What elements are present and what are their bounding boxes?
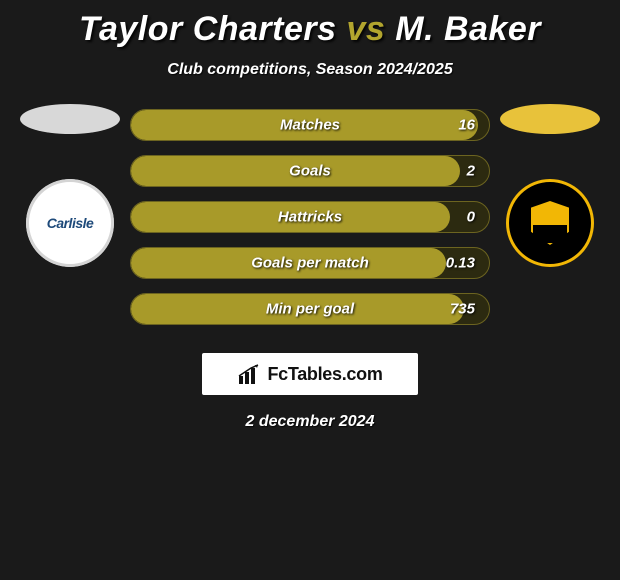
- stat-pill: Goals per match 0.13: [130, 247, 490, 279]
- right-side: [490, 109, 610, 267]
- right-club-badge: [506, 179, 594, 267]
- comparison-title: Taylor Charters vs M. Baker: [0, 0, 620, 49]
- stat-pill: Hattricks 0: [130, 201, 490, 233]
- stat-pill: Min per goal 735: [130, 293, 490, 325]
- snapshot-date: 2 december 2024: [0, 413, 620, 431]
- left-side: Carlisle: [10, 109, 130, 267]
- stat-value: 0: [467, 209, 475, 226]
- brand-badge[interactable]: FcTables.com: [202, 353, 418, 395]
- stat-value: 735: [450, 301, 475, 318]
- stats-column: Matches 16 Goals 2 Hattricks 0 Goals per match…: [130, 109, 490, 325]
- stat-value: 16: [458, 117, 475, 134]
- subtitle: Club competitions, Season 2024/2025: [0, 61, 620, 79]
- brand-text: FcTables.com: [267, 364, 382, 385]
- stat-pill: Matches 16: [130, 109, 490, 141]
- stat-value: 0.13: [446, 255, 475, 272]
- stat-label: Matches: [280, 117, 340, 134]
- stat-label: Min per goal: [266, 301, 354, 318]
- left-club-badge: Carlisle: [26, 179, 114, 267]
- left-club-name: Carlisle: [47, 215, 94, 231]
- main-row: Carlisle Matches 16 Goals 2 Hattricks 0 Goals …: [0, 109, 620, 325]
- player2-avatar-placeholder: [500, 104, 600, 134]
- bars-icon: [237, 364, 263, 384]
- player1-name: Taylor Charters: [79, 10, 337, 48]
- shield-icon: [531, 201, 569, 245]
- stat-label: Hattricks: [278, 209, 342, 226]
- player2-name: M. Baker: [395, 10, 541, 48]
- vs-text: vs: [347, 10, 386, 48]
- stat-label: Goals: [289, 163, 331, 180]
- stat-label: Goals per match: [251, 255, 369, 272]
- stat-pill: Goals 2: [130, 155, 490, 187]
- player1-avatar-placeholder: [20, 104, 120, 134]
- stat-value: 2: [467, 163, 475, 180]
